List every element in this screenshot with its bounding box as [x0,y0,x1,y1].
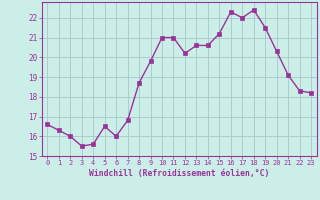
X-axis label: Windchill (Refroidissement éolien,°C): Windchill (Refroidissement éolien,°C) [89,169,269,178]
